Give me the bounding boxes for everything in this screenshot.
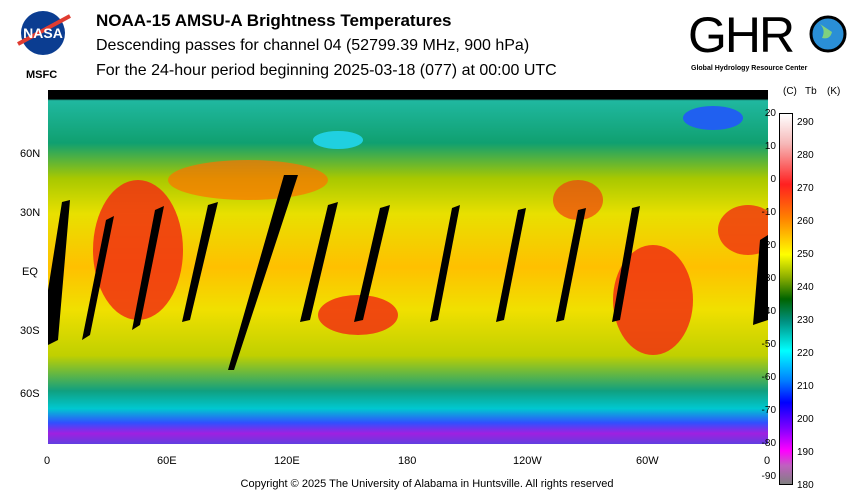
colorbar-kelvin-label: 240 bbox=[797, 282, 814, 293]
nasa-logo: NASA bbox=[14, 10, 72, 55]
x-tick: 60W bbox=[636, 455, 659, 467]
colorbar-celsius-label: -10 bbox=[761, 207, 776, 218]
y-tick: 60N bbox=[20, 148, 41, 160]
colorbar-kelvin-label: 190 bbox=[797, 447, 814, 458]
y-tick: EQ bbox=[22, 266, 38, 278]
y-tick: 60S bbox=[20, 388, 40, 400]
subtitle: Descending passes for channel 04 (52799.… bbox=[96, 37, 530, 54]
x-tick: 120E bbox=[274, 455, 300, 467]
x-tick: 0 bbox=[764, 455, 771, 467]
colorbar-kelvin-label: 220 bbox=[797, 348, 814, 359]
colorbar-unit-k: (K) bbox=[827, 86, 841, 97]
msfc-label: MSFC bbox=[26, 69, 58, 81]
colorbar-celsius-label: 0 bbox=[770, 174, 776, 185]
ghrc-subtitle: Global Hydrology Resource Center bbox=[691, 65, 808, 72]
colorbar bbox=[779, 113, 793, 485]
copyright: Copyright © 2025 The University of Alaba… bbox=[240, 478, 614, 490]
colorbar-celsius-label: -90 bbox=[761, 471, 776, 482]
colorbar-kelvin-label: 270 bbox=[797, 183, 814, 194]
x-tick: 60E bbox=[157, 455, 177, 467]
colorbar-kelvin-label: 250 bbox=[797, 249, 814, 260]
svg-text:GHR: GHR bbox=[688, 8, 793, 58]
colorbar-celsius-label: -40 bbox=[761, 306, 776, 317]
brightness-temperature-map bbox=[48, 90, 778, 444]
colorbar-celsius-label: -60 bbox=[761, 372, 776, 383]
colorbar-kelvin-label: 200 bbox=[797, 414, 814, 425]
colorbar-kelvin-label: 180 bbox=[797, 480, 814, 491]
colorbar-kelvin-label: 280 bbox=[797, 150, 814, 161]
colorbar-celsius-label: -50 bbox=[761, 339, 776, 350]
colorbar-celsius-label: 20 bbox=[764, 108, 776, 119]
y-tick: 30N bbox=[20, 207, 41, 219]
colorbar-kelvin-label: 230 bbox=[797, 315, 814, 326]
colorbar-unit-c: (C) bbox=[783, 86, 797, 97]
colorbar-celsius-label: -80 bbox=[761, 438, 776, 449]
colorbar-celsius-label: -30 bbox=[761, 273, 776, 284]
y-tick: 30S bbox=[20, 325, 40, 337]
colorbar-title: Tb bbox=[805, 86, 817, 97]
page-title: NOAA-15 AMSU-A Brightness Temperatures bbox=[96, 11, 452, 30]
x-tick: 180 bbox=[398, 455, 417, 467]
colorbar-kelvin-label: 290 bbox=[797, 117, 814, 128]
colorbar-kelvin-label: 210 bbox=[797, 381, 814, 392]
x-tick: 0 bbox=[44, 455, 51, 467]
period-label: For the 24-hour period beginning 2025-03… bbox=[96, 62, 557, 79]
colorbar-celsius-label: -70 bbox=[761, 405, 776, 416]
x-tick: 120W bbox=[513, 455, 542, 467]
colorbar-kelvin-label: 260 bbox=[797, 216, 814, 227]
colorbar-celsius-label: 10 bbox=[764, 141, 776, 152]
colorbar-celsius-label: -20 bbox=[761, 240, 776, 251]
ghrc-logo: GHR bbox=[688, 7, 848, 63]
svg-text:NASA: NASA bbox=[23, 25, 63, 41]
